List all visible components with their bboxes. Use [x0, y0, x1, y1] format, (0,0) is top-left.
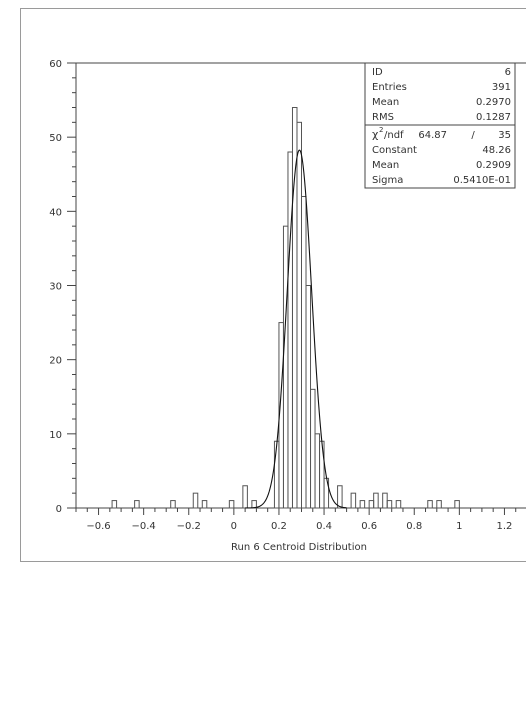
- y-tick-label: 60: [49, 59, 62, 70]
- chi2-value: 64.87: [418, 130, 447, 141]
- plot-frame: 0 10 20 30 40 50 60 −0.6 −0.4 −0.2 0 0.2 0.4 0.6 0.8 1 1…: [20, 8, 526, 562]
- histogram-bar: [436, 500, 442, 509]
- histogram-bar: [350, 492, 357, 509]
- histogram-bar: [395, 500, 402, 509]
- histogram-bar: [111, 500, 118, 509]
- stats-box: ID 6 Entries 391 Mean 0.2970 RMS 0.1287 …: [364, 62, 516, 189]
- histogram-bar: [427, 500, 433, 509]
- fit-label-mean: Mean: [372, 160, 399, 171]
- x-tick-label: 0.8: [406, 521, 422, 532]
- histogram-bar: [454, 500, 460, 509]
- histogram-bar: [301, 196, 307, 509]
- histogram-bar: [134, 500, 140, 509]
- fit-value-sigma: 0.5410E-01: [453, 175, 511, 186]
- fit-curve: [245, 149, 347, 509]
- stats-label-id: ID: [372, 67, 383, 78]
- x-tick-label: 1: [456, 521, 462, 532]
- histogram-bar: [310, 388, 316, 509]
- y-tick-label: 30: [49, 282, 62, 293]
- y-tick-label: 50: [49, 133, 62, 144]
- histogram-bar: [192, 492, 199, 509]
- chi2-ndf-label: /ndf: [384, 130, 404, 141]
- x-tick-label: −0.4: [132, 521, 156, 532]
- stats-label-mean: Mean: [372, 97, 399, 108]
- histogram-bar: [314, 433, 321, 509]
- histogram-bar: [273, 440, 280, 509]
- stats-value-entries: 391: [492, 82, 511, 93]
- y-tick-label: 10: [49, 430, 62, 441]
- x-tick-label: 0: [231, 521, 237, 532]
- histogram-bar: [368, 500, 375, 509]
- histogram-bar: [382, 492, 388, 509]
- x-tick-label: −0.2: [177, 521, 201, 532]
- histogram-bar: [282, 225, 289, 509]
- fit-value-constant: 48.26: [482, 145, 511, 156]
- y-tick-label: 0: [56, 504, 62, 515]
- x-tick-label: 0.4: [316, 521, 332, 532]
- histogram-bar: [242, 485, 248, 509]
- tick-marks: [67, 62, 517, 515]
- histogram-bar: [287, 151, 293, 509]
- stats-value-mean: 0.2970: [476, 97, 511, 108]
- histogram-chart: 0 10 20 30 40 50 60 −0.6 −0.4 −0.2 0 0.2 0.4 0.6 0.8 1 1…: [49, 59, 526, 553]
- histogram-bar: [373, 492, 379, 509]
- histogram-bar: [228, 500, 235, 509]
- histogram-bar: [170, 500, 176, 509]
- stats-value-id: 6: [505, 67, 511, 78]
- x-tick-label: 0.2: [271, 521, 287, 532]
- fit-curve-group: [245, 149, 347, 509]
- fit-value-mean: 0.2909: [476, 160, 511, 171]
- fit-label-sigma: Sigma: [372, 175, 403, 186]
- histogram-bar: [296, 121, 302, 509]
- histogram-bar: [305, 285, 312, 509]
- histogram-bar: [359, 500, 366, 509]
- chi2-superscript: 2: [379, 126, 383, 134]
- chi2-separator: /: [471, 130, 475, 141]
- histogram-bar: [291, 107, 298, 509]
- stats-label-entries: Entries: [372, 82, 407, 93]
- histogram-bar: [201, 500, 208, 509]
- stats-label-rms: RMS: [372, 112, 394, 123]
- histogram-bar: [386, 500, 393, 509]
- chi2-symbol: χ: [372, 128, 379, 141]
- x-tick-label: 0.6: [361, 521, 377, 532]
- ndf-value: 35: [498, 130, 511, 141]
- y-tick-label: 20: [49, 356, 62, 367]
- stats-value-rms: 0.1287: [476, 112, 511, 123]
- histogram-bar: [337, 485, 343, 509]
- tick-labels: 0 10 20 30 40 50 60 −0.6 −0.4 −0.2 0 0.2 0.4 0.6 0.8 1 1…: [49, 59, 512, 532]
- x-tick-label: −0.6: [86, 521, 110, 532]
- x-axis-label: Run 6 Centroid Distribution: [231, 542, 367, 553]
- y-tick-label: 40: [49, 207, 62, 218]
- x-tick-label: 1.2: [496, 521, 512, 532]
- fit-label-constant: Constant: [372, 145, 417, 156]
